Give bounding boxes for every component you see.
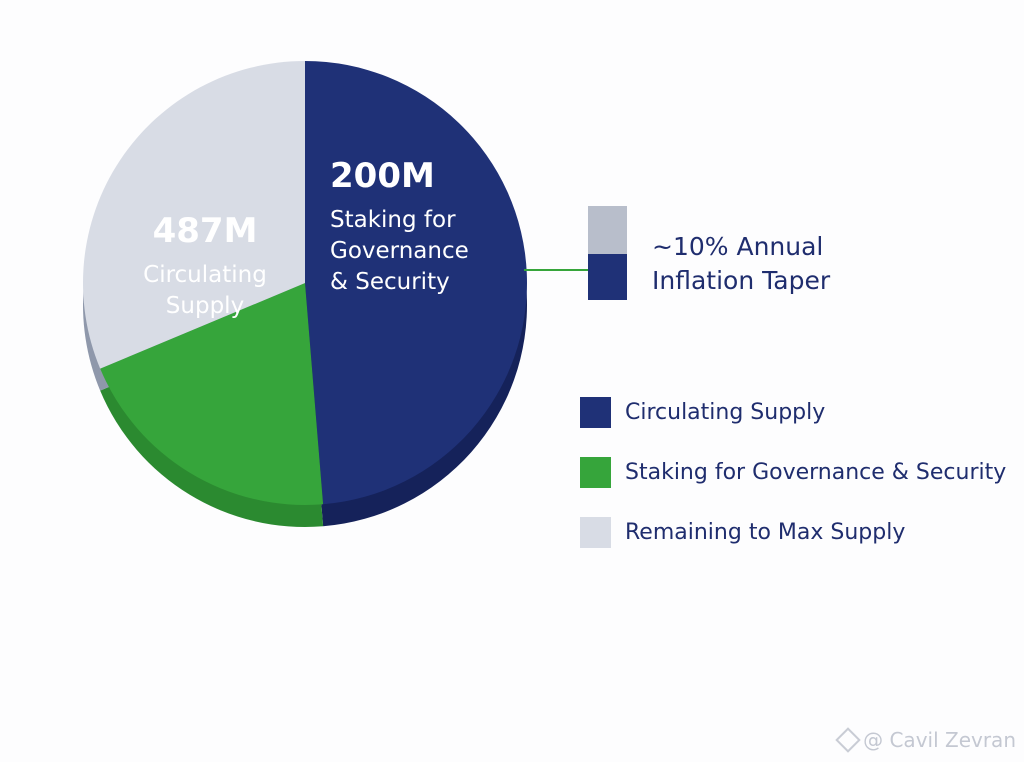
slice-name-label: & Security <box>330 269 450 295</box>
taper-bar-bottom <box>588 254 627 300</box>
annotation-line-2: Inflation Taper <box>652 266 831 295</box>
watermark-text: @ Cavil Zevran <box>863 728 1016 752</box>
legend-label: Circulating Supply <box>625 399 826 425</box>
legend-swatch <box>580 396 611 428</box>
diamond-logo-icon <box>835 727 861 753</box>
slice-name-label: Supply <box>166 293 244 319</box>
pie-slice-remaining-to-max-supply <box>83 61 305 369</box>
taper-bar-top <box>588 206 627 254</box>
slice-value-label: 487M <box>153 211 258 251</box>
legend-swatch <box>580 456 611 488</box>
legend-label: Staking for Governance & Security <box>625 459 1007 485</box>
pie-labels: 487M Circulating Supply 200M Staking for Gove… <box>143 156 469 319</box>
slice-name-label: Staking for <box>330 207 456 233</box>
legend-swatch <box>580 516 611 548</box>
legend-item-remaining: Remaining to Max Supply <box>580 502 1006 562</box>
inflation-taper-annotation: ~10% Annual Inflation Taper <box>652 230 830 298</box>
watermark: @ Cavil Zevran <box>835 727 1016 753</box>
pie-slice-staking-for-governance-security <box>100 283 324 505</box>
slice-name-label: Circulating <box>143 262 267 288</box>
pie-slice-circulating-supply <box>305 61 528 505</box>
legend-label: Remaining to Max Supply <box>625 519 906 545</box>
slice-name-label: Governance <box>330 238 469 264</box>
legend: Circulating Supply Staking for Governanc… <box>580 382 1006 562</box>
slice-value-label: 200M <box>330 156 435 196</box>
legend-item-staking: Staking for Governance & Security <box>580 442 1006 502</box>
annotation-line-1: ~10% Annual <box>652 232 824 261</box>
pie-slices <box>83 61 528 505</box>
legend-item-circulating: Circulating Supply <box>580 382 1006 442</box>
